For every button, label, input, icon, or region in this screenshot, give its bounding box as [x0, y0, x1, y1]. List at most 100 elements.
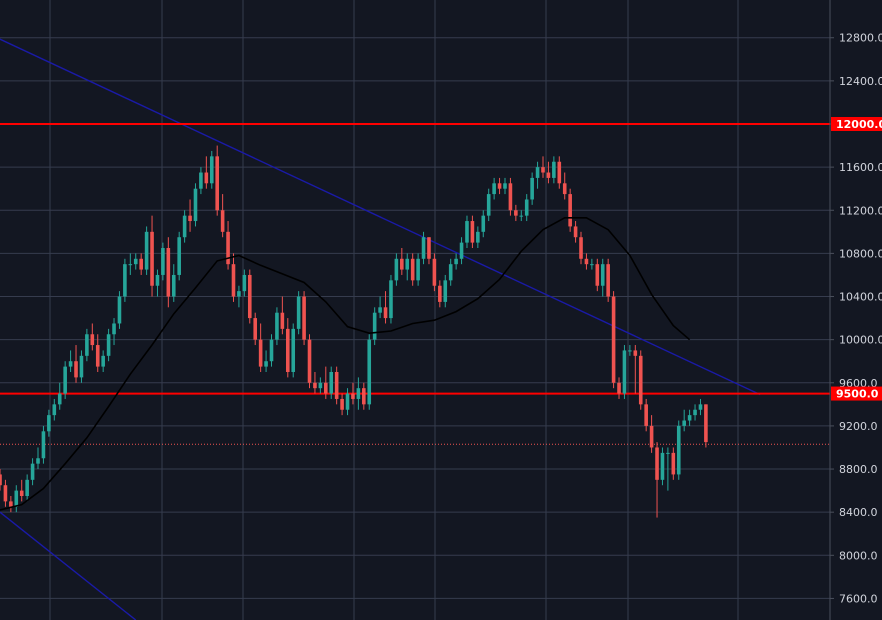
candle[interactable] [541, 156, 545, 178]
candle[interactable] [30, 458, 35, 486]
candle[interactable] [220, 194, 225, 238]
candle[interactable] [177, 231, 181, 281]
candle[interactable] [345, 388, 350, 416]
candle[interactable] [285, 318, 290, 378]
candle[interactable] [410, 253, 415, 286]
candle[interactable] [14, 485, 19, 513]
candle[interactable] [628, 345, 632, 356]
candle[interactable] [682, 409, 686, 432]
candle[interactable] [454, 253, 458, 270]
candle[interactable] [25, 474, 29, 502]
candle[interactable] [291, 323, 296, 378]
candle[interactable] [655, 442, 659, 518]
candle[interactable] [247, 269, 252, 324]
candle[interactable] [448, 258, 453, 286]
candle[interactable] [600, 258, 605, 297]
candle[interactable] [296, 291, 301, 335]
candle[interactable] [590, 258, 594, 270]
candle[interactable] [155, 269, 160, 297]
candle[interactable] [351, 382, 355, 405]
candle[interactable] [367, 334, 372, 410]
candle[interactable] [622, 345, 627, 399]
candle[interactable] [514, 204, 518, 222]
candle[interactable] [676, 420, 681, 480]
candle[interactable] [579, 231, 583, 265]
candle[interactable] [106, 328, 111, 362]
candle[interactable] [617, 377, 621, 399]
candle[interactable] [166, 237, 171, 308]
candle[interactable] [209, 150, 214, 189]
candle[interactable] [52, 398, 57, 421]
candle[interactable] [41, 425, 46, 464]
candle[interactable] [215, 145, 219, 216]
candle[interactable] [693, 404, 697, 421]
candle[interactable] [432, 253, 437, 292]
candle[interactable] [85, 328, 89, 362]
candle[interactable] [389, 274, 393, 324]
candle[interactable] [476, 226, 480, 248]
candle[interactable] [204, 156, 209, 189]
candle[interactable] [302, 291, 306, 346]
candle[interactable] [258, 323, 263, 372]
candle[interactable] [90, 323, 95, 351]
candle[interactable] [557, 156, 562, 189]
candle[interactable] [497, 177, 502, 195]
candle[interactable] [95, 334, 100, 372]
candle[interactable] [144, 226, 149, 275]
candle[interactable] [519, 210, 524, 222]
candle[interactable] [150, 215, 154, 297]
candle[interactable] [275, 307, 279, 346]
candle[interactable] [356, 377, 361, 410]
candle[interactable] [568, 188, 572, 232]
candle[interactable] [313, 372, 317, 394]
candle[interactable] [394, 253, 399, 286]
candle[interactable] [400, 248, 404, 275]
candle[interactable] [378, 296, 382, 319]
candle[interactable] [405, 253, 410, 281]
candle[interactable] [535, 161, 540, 189]
candle[interactable] [372, 307, 377, 346]
candle[interactable] [421, 231, 426, 265]
candle[interactable] [0, 469, 2, 491]
candle[interactable] [508, 177, 513, 216]
trendline[interactable] [0, 37, 761, 396]
candle[interactable] [465, 215, 469, 248]
candle[interactable] [470, 215, 475, 248]
price-level-badge[interactable] [831, 386, 882, 401]
candle[interactable] [573, 221, 578, 243]
candle[interactable] [307, 334, 312, 389]
candle[interactable] [530, 172, 534, 205]
candle[interactable] [443, 274, 448, 308]
candle[interactable] [687, 409, 692, 426]
candle[interactable] [123, 258, 127, 302]
price-axis[interactable]: 7600.0 8000.0 8400.0 8800.0 9200.0 9600.0 1000… [829, 0, 882, 620]
candle[interactable] [47, 409, 51, 437]
candle[interactable] [63, 361, 67, 399]
candle[interactable] [562, 172, 567, 200]
candle[interactable] [459, 237, 464, 265]
candle[interactable] [3, 479, 8, 507]
candle[interactable] [128, 253, 133, 275]
candle[interactable] [334, 366, 339, 405]
candle[interactable] [383, 291, 388, 324]
candle[interactable] [139, 253, 143, 275]
candle[interactable] [416, 253, 420, 286]
candle[interactable] [649, 415, 654, 453]
candle[interactable] [329, 366, 334, 399]
candle[interactable] [171, 264, 176, 302]
candle[interactable] [264, 350, 268, 372]
candle[interactable] [280, 296, 285, 335]
candle[interactable] [36, 447, 40, 470]
candle[interactable] [117, 291, 122, 329]
candle[interactable] [595, 258, 600, 292]
candle[interactable] [193, 183, 198, 227]
candle[interactable] [199, 167, 203, 195]
candle[interactable] [503, 177, 507, 195]
candle[interactable] [704, 404, 708, 448]
candle[interactable] [671, 447, 676, 480]
candle[interactable] [666, 447, 670, 491]
candle[interactable] [242, 269, 247, 297]
candle[interactable] [486, 188, 491, 222]
candle[interactable] [606, 258, 610, 302]
